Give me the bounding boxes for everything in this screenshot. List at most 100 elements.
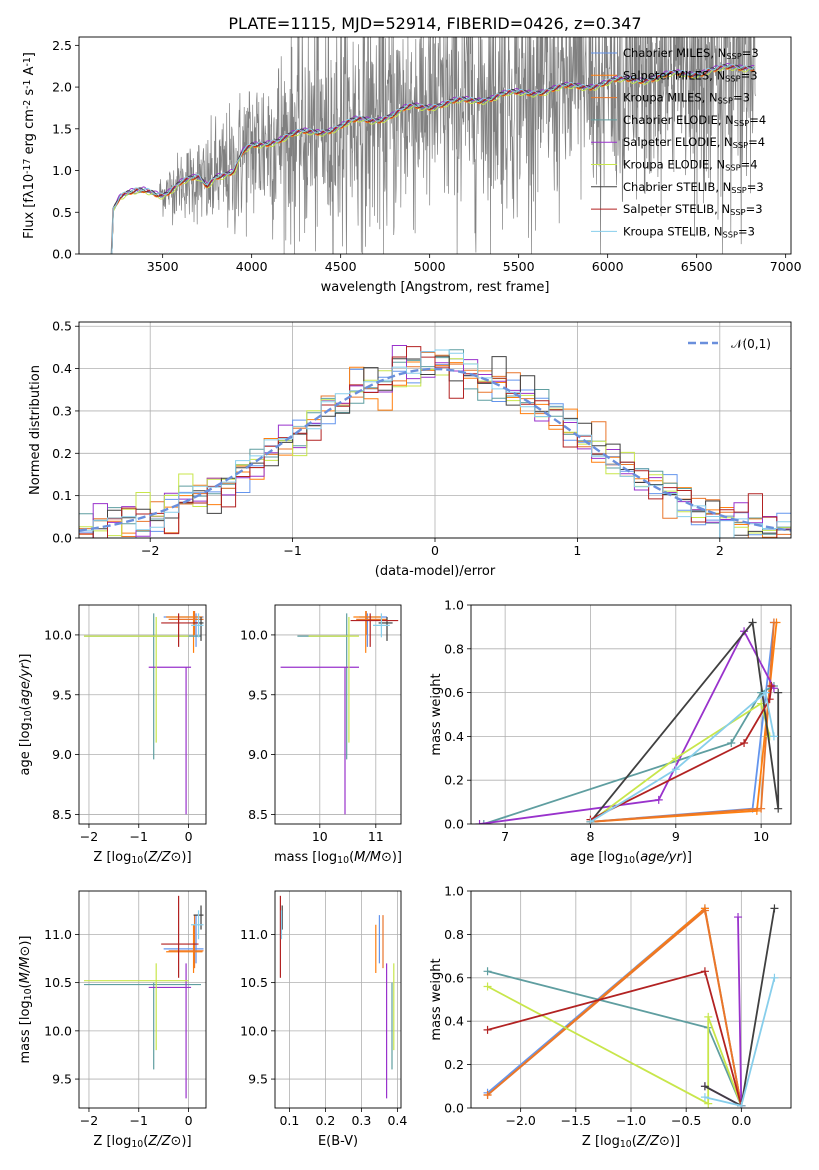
x-tick-label: 10 — [312, 829, 328, 844]
x-tick-label: 0.1 — [279, 1113, 299, 1128]
mass-weight-marker — [475, 820, 484, 824]
mass-weight-line — [487, 985, 743, 1107]
axes-residuals: −2 −1 0 1 2 0.0 0.1 0.2 0.3 0.4 0.5 (data-model)/er… — [28, 319, 792, 579]
x-axis-label: Z [log10(Z/Z⊙)] — [582, 1134, 680, 1150]
axes-mass_vs_EBV: 0.1 0.2 0.3 0.4 9.5 10.0 10.5 11.0 E(B-V) — [240, 890, 407, 1149]
x-tick-label: 11 — [368, 829, 384, 844]
mass-weight-marker — [774, 804, 783, 813]
axes-frame — [78, 36, 792, 255]
axes-frame — [274, 604, 402, 825]
x-tick-label: −1 — [130, 829, 148, 844]
x-tick-label: 5000 — [414, 259, 446, 274]
mass-weight-marker — [740, 738, 749, 747]
legend-label: Kroupa MILES, NSSP=3 — [623, 91, 750, 106]
x-tick-label: 8 — [586, 829, 594, 844]
legend-label: 𝒩(0,1) — [731, 337, 771, 351]
plot-area — [110, 37, 756, 254]
mass-weight-line — [487, 970, 743, 1107]
mass-weight-line — [590, 690, 775, 823]
legend-label: Salpeter MILES, NSSP=3 — [623, 68, 758, 83]
mass-weight-line — [590, 622, 775, 823]
mass-weight-marker — [479, 820, 488, 824]
y-axis-label: mass weight — [429, 958, 444, 1040]
plot-area — [280, 610, 399, 815]
mass-weight-line — [590, 622, 778, 823]
y-axis-label: mass weight — [429, 673, 444, 755]
y-tick-label: 10.0 — [240, 1023, 268, 1038]
plot-area — [475, 618, 783, 824]
x-tick-label: 10 — [753, 829, 769, 844]
plot-area — [83, 895, 204, 1099]
x-tick-label: 7000 — [770, 259, 802, 274]
y-tick-label: 11.0 — [240, 927, 268, 942]
axes-frame — [78, 604, 207, 825]
y-tick-label: 9.5 — [248, 1072, 268, 1087]
legend-label: Chabrier STELIB, NSSP=3 — [623, 180, 764, 195]
mass-weight-marker — [737, 1101, 746, 1108]
axes-age_vs_Z: −2 −1 0 8.5 9.0 9.5 10.0 Z [log10(Z/Z⊙)] age [lo… — [18, 604, 207, 866]
mass-weight-line — [479, 629, 775, 824]
y-tick-label: 1.0 — [52, 163, 72, 178]
mass-weight-line — [487, 908, 743, 1106]
legend-label: Kroupa ELODIE, NSSP=4 — [623, 158, 758, 173]
mass-weight-marker — [700, 906, 709, 915]
axes-mass_vs_Z: −2 −1 0 9.5 10.0 10.5 11.0 Z [log10(Z/Z⊙)] mass … — [18, 890, 207, 1150]
x-tick-label: 0.2 — [315, 1113, 335, 1128]
y-tick-label: 9.5 — [52, 687, 72, 702]
mass-weight-line — [589, 620, 780, 823]
y-tick-label: 2.0 — [52, 80, 72, 95]
mass-weight-marker — [734, 913, 743, 922]
mass-weight-marker — [671, 765, 680, 774]
mass-weight-marker — [700, 967, 709, 976]
residual-histogram — [79, 351, 791, 538]
y-axis-label: age [log10(age/yr)] — [18, 653, 34, 775]
y-tick-label: 0.1 — [52, 488, 72, 503]
mass-weight-line — [589, 702, 771, 823]
x-tick-label: −1.5 — [561, 1113, 591, 1128]
x-tick-label: 0.3 — [351, 1113, 371, 1128]
figure-title: PLATE=1115, MJD=52914, FIBERID=0426, z=0… — [228, 14, 641, 33]
axes-frame — [470, 604, 792, 825]
x-tick-label: 0 — [185, 1113, 193, 1128]
mass-weight-marker — [727, 738, 736, 747]
legend-label: Kroupa STELIB, NSSP=3 — [623, 224, 755, 239]
x-tick-label: −1 — [130, 1113, 148, 1128]
y-tick-label: 0.2 — [444, 1057, 464, 1072]
x-tick-label: −2 — [141, 543, 159, 558]
y-tick-label: 10.0 — [240, 627, 268, 642]
y-tick-label: 0.0 — [444, 817, 464, 832]
model-spectrum-line — [111, 63, 755, 254]
plot-area — [279, 895, 395, 1099]
x-tick-label: 6000 — [592, 259, 624, 274]
mass-weight-marker — [769, 618, 778, 627]
legend-label: Salpeter STELIB, NSSP=3 — [623, 202, 763, 217]
y-tick-label: 0.0 — [444, 1101, 464, 1116]
axes-frame — [78, 890, 207, 1109]
axes-massweight_vs_Z: −2.0 −1.5 −1.0 −0.5 0.0 0.0 0.2 0.4 0.6 0.8 1.0 Z [… — [429, 884, 792, 1150]
mass-weight-marker — [704, 1099, 713, 1108]
x-axis-label: mass [log10(M/M⊙)] — [274, 850, 402, 866]
y-tick-label: 1.0 — [444, 598, 464, 613]
y-tick-label: 0.0 — [52, 531, 72, 546]
x-axis-label: wavelength [Angstrom, rest frame] — [321, 280, 550, 295]
mass-weight-marker — [700, 1093, 709, 1102]
mass-weight-marker — [700, 1082, 709, 1091]
y-tick-label: 0.8 — [444, 927, 464, 942]
y-tick-label: 2.5 — [52, 38, 72, 53]
y-tick-label: 0.4 — [52, 361, 72, 376]
mass-weight-marker — [586, 817, 595, 824]
y-tick-label: 10.5 — [44, 975, 72, 990]
legend: Chabrier MILES, NSSP=3 Salpeter MILES, NS… — [591, 46, 766, 239]
x-tick-label: 4500 — [325, 259, 357, 274]
mass-weight-marker — [769, 732, 778, 741]
y-tick-label: 0.6 — [444, 970, 464, 985]
x-tick-label: 9 — [672, 829, 680, 844]
mass-weight-marker — [761, 688, 770, 697]
mass-weight-marker — [748, 618, 757, 627]
x-axis-label: Z [log10(Z/Z⊙)] — [93, 1134, 191, 1150]
mass-weight-marker — [483, 967, 492, 976]
axes-massweight_vs_age: 7 8 9 10 0.0 0.2 0.4 0.6 0.8 1.0 age [log10(age/yr… — [429, 598, 792, 866]
y-tick-label: 0.6 — [444, 685, 464, 700]
y-tick-label: 9.5 — [248, 687, 268, 702]
y-tick-label: 8.5 — [52, 807, 72, 822]
